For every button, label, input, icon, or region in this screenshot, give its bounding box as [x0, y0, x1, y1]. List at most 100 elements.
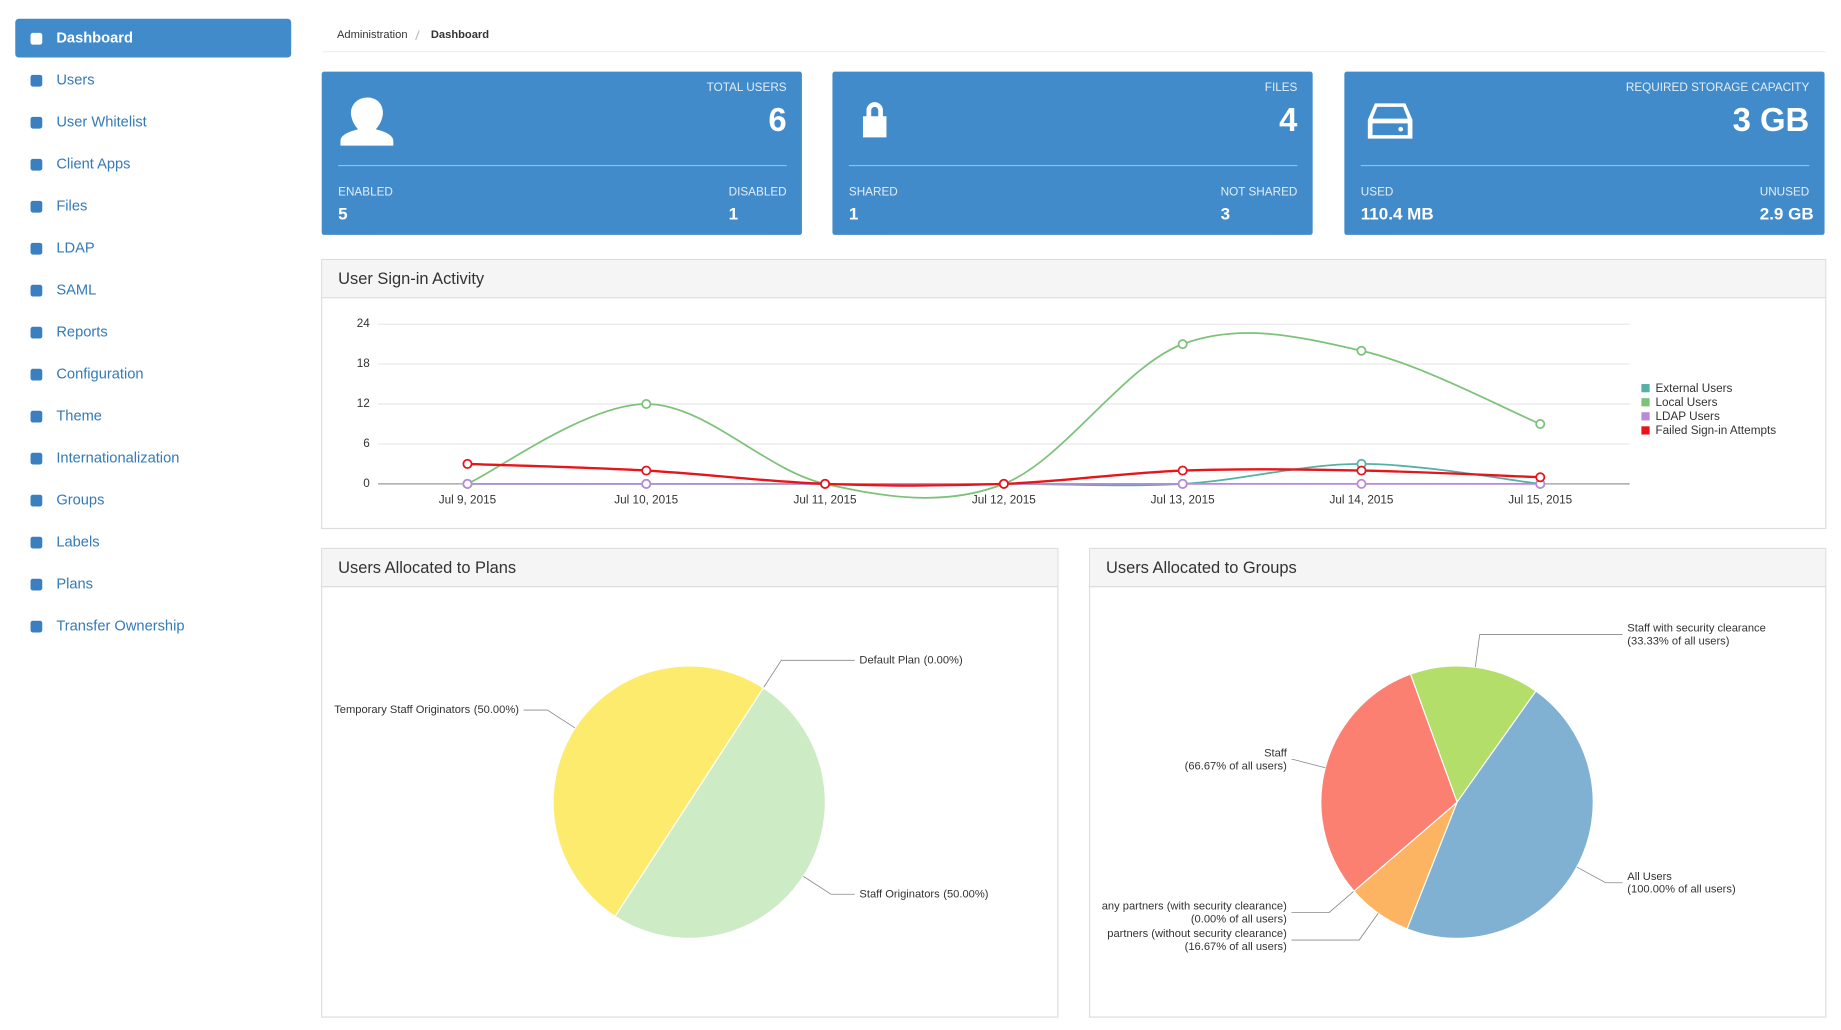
nav-item[interactable]: Labels [30, 534, 100, 550]
y-tick-label: 24 [357, 317, 371, 330]
legend-label: Local Users [1655, 396, 1717, 409]
point [1356, 465, 1367, 476]
nav-label[interactable]: Users [56, 73, 94, 89]
y-tick-label: 0 [363, 477, 370, 490]
nav-icon [30, 578, 43, 591]
point [1177, 478, 1188, 489]
pie-label-name: Temporary Staff Originators [334, 704, 470, 716]
panel: Users Allocated to Groups Staff with secu… [1088, 547, 1827, 1018]
point [1535, 418, 1546, 429]
point [462, 478, 473, 489]
leader-line [1576, 866, 1623, 884]
nav-item[interactable]: Client Apps [30, 157, 131, 173]
nav-item[interactable]: User Whitelist [30, 115, 147, 131]
panel-header [1090, 549, 1826, 587]
nav-label[interactable]: Transfer Ownership [56, 618, 184, 634]
nav-icon [30, 74, 43, 87]
nav-item[interactable]: Files [30, 199, 88, 215]
nav-item[interactable]: Groups [30, 492, 105, 508]
legend-swatch [1641, 398, 1650, 407]
nav-item[interactable]: Internationalization [30, 450, 180, 467]
panel: User Sign-in Activity 0 6 12 18 24 Jul 9, 2015… [321, 258, 1827, 530]
card-sub-value: 2.9 GB [1760, 204, 1814, 223]
card-sub-label: NOT SHARED [1221, 186, 1298, 199]
stat-card: REQUIRED STORAGE CAPACITY 3 GB USED 110.4 M… [1344, 71, 1825, 235]
leader-line [763, 659, 855, 689]
card-sub-value: 5 [338, 204, 347, 223]
pie-label: Temporary Staff Originators (50.00%) [334, 704, 519, 716]
card-title: REQUIRED STORAGE CAPACITY [1626, 81, 1810, 94]
nav-item[interactable]: Plans [30, 576, 93, 592]
pie-label: Default Plan (0.00%) [859, 654, 963, 666]
panel-title: User Sign-in Activity [338, 270, 485, 288]
chart: 0 6 12 18 24 Jul 9, 2015 Jul 10, 2015 Jul 11, 2… [357, 317, 1776, 506]
nav-label[interactable]: Reports [56, 325, 107, 341]
point [462, 458, 473, 469]
panel-title: Users Allocated to Groups [1106, 559, 1297, 577]
nav-icon [30, 32, 43, 45]
leader-line [803, 876, 855, 895]
nav-item[interactable]: Configuration [30, 367, 144, 383]
nav-label[interactable]: Configuration [56, 367, 143, 383]
nav-label[interactable]: SAML [56, 283, 96, 299]
point [641, 478, 652, 489]
nav-label[interactable]: Files [56, 199, 87, 215]
x-tick-label: Jul 13, 2015 [1151, 493, 1215, 506]
nav-item[interactable]: Dashboard [15, 18, 292, 58]
point [1177, 339, 1188, 350]
card-sub-value: 1 [729, 204, 738, 223]
nav-label[interactable]: Client Apps [56, 157, 130, 173]
nav-label[interactable]: Plans [56, 576, 93, 592]
card-sub-label: SHARED [849, 186, 898, 199]
x-tick-label: Jul 11, 2015 [794, 493, 858, 506]
leader-line [523, 709, 576, 729]
y-tick-label: 12 [357, 397, 370, 410]
legend-swatch [1641, 412, 1650, 421]
card-sub-value: 1 [849, 204, 858, 223]
panel-bg [321, 258, 1827, 530]
nav-label[interactable]: Dashboard [56, 31, 133, 47]
nav-icon [30, 410, 43, 423]
pie-slice [1409, 665, 1537, 804]
card-title: TOTAL USERS [707, 81, 787, 94]
pie-label: Staff Originators (50.00%) [859, 888, 988, 900]
breadcrumb-item[interactable]: Administration [337, 29, 408, 41]
nav-label[interactable]: Internationalization [56, 450, 179, 466]
nav-item[interactable]: Theme [30, 409, 102, 425]
nav-item[interactable]: Transfer Ownership [30, 618, 185, 634]
leader-line [1291, 890, 1355, 914]
card-sub-label: ENABLED [338, 186, 393, 199]
nav-active-bg [15, 18, 292, 58]
nav-item[interactable]: LDAP [30, 241, 95, 257]
point [1356, 478, 1367, 489]
nav-label[interactable]: Groups [56, 492, 104, 508]
pie-label-value: (50.00%) [943, 888, 988, 900]
pie-label-value: (0.00% of all users) [1191, 914, 1287, 926]
nav-item[interactable]: SAML [30, 283, 97, 299]
nav-label[interactable]: LDAP [56, 241, 94, 257]
nav-icon [30, 242, 43, 255]
card-sub-label: UNUSED [1760, 186, 1810, 199]
y-tick-label: 18 [357, 357, 371, 370]
pie-label-name: Staff with security clearance [1627, 623, 1765, 635]
legend-label: External Users [1655, 382, 1732, 395]
point [820, 478, 831, 489]
legend-label: LDAP Users [1655, 410, 1719, 423]
pie-label-value: (16.67% of all users) [1185, 941, 1287, 953]
pie-label-value: (0.00%) [924, 654, 963, 666]
nav-label[interactable]: Labels [56, 534, 99, 550]
nav-label[interactable]: Theme [56, 409, 102, 425]
nav-icon [30, 200, 43, 213]
y-tick-label: 6 [363, 437, 370, 450]
x-tick-label: Jul 10, 2015 [614, 493, 678, 506]
pie-label-value: (50.00%) [474, 704, 519, 716]
point [1177, 465, 1188, 476]
card-sub-label: USED [1361, 186, 1394, 199]
point [641, 465, 652, 476]
nav-item[interactable]: Users [30, 73, 95, 89]
nav-label[interactable]: User Whitelist [56, 115, 146, 131]
nav-icon [30, 158, 43, 171]
nav-item[interactable]: Reports [30, 325, 108, 341]
card-bg [321, 71, 802, 235]
